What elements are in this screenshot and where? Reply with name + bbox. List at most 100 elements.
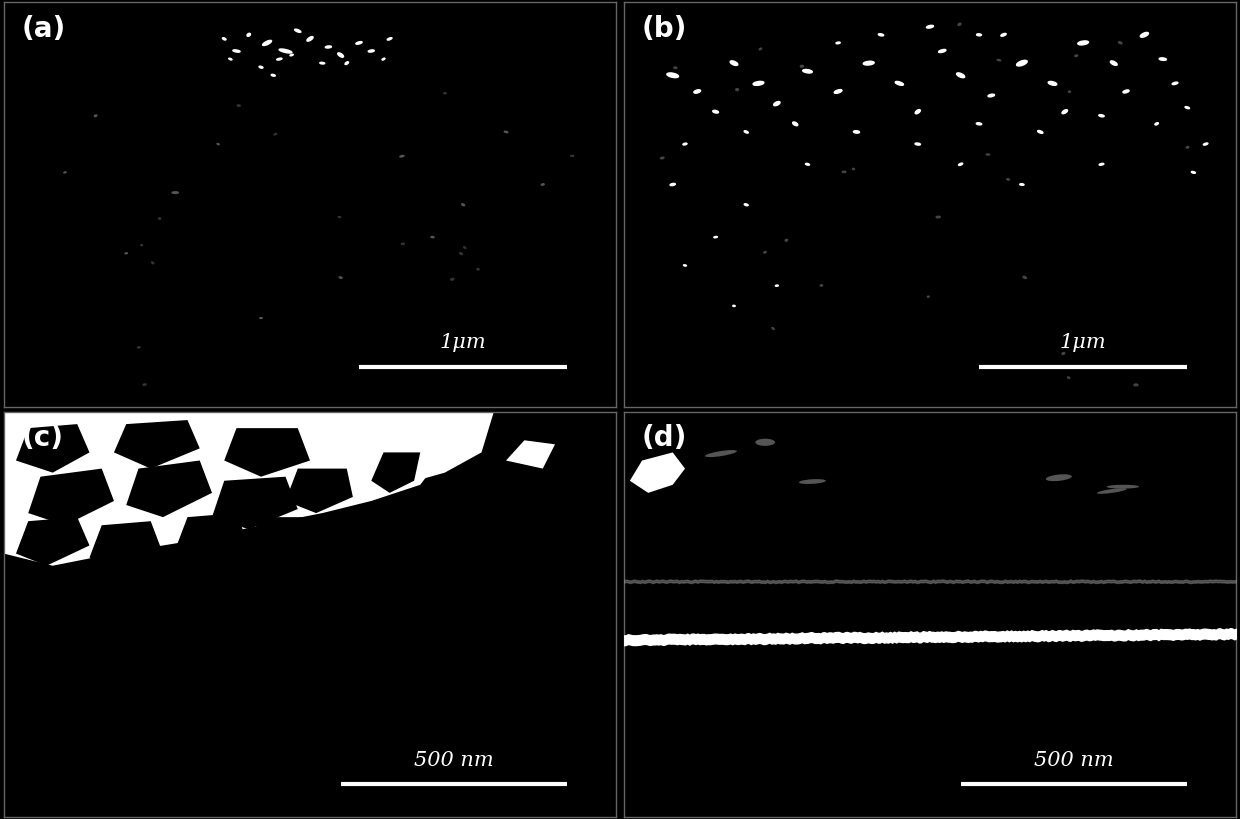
Ellipse shape	[753, 81, 764, 85]
Ellipse shape	[143, 384, 146, 386]
Ellipse shape	[977, 34, 981, 36]
Ellipse shape	[277, 58, 281, 60]
Ellipse shape	[895, 81, 904, 85]
Ellipse shape	[237, 105, 241, 106]
Polygon shape	[371, 452, 420, 493]
Polygon shape	[341, 412, 494, 485]
Polygon shape	[506, 441, 556, 468]
Ellipse shape	[706, 450, 737, 457]
Ellipse shape	[339, 217, 341, 218]
Ellipse shape	[140, 245, 143, 246]
Ellipse shape	[1099, 163, 1104, 165]
Text: 500 nm: 500 nm	[414, 751, 494, 770]
Ellipse shape	[713, 111, 718, 113]
Ellipse shape	[542, 183, 544, 185]
Ellipse shape	[976, 123, 982, 125]
Polygon shape	[630, 452, 684, 493]
Ellipse shape	[450, 278, 454, 280]
Ellipse shape	[399, 156, 404, 157]
Ellipse shape	[928, 296, 929, 297]
Ellipse shape	[1185, 106, 1189, 109]
Ellipse shape	[217, 143, 219, 145]
Polygon shape	[16, 424, 89, 473]
Ellipse shape	[259, 66, 263, 68]
Ellipse shape	[1019, 183, 1024, 185]
Ellipse shape	[1097, 488, 1127, 494]
Ellipse shape	[228, 58, 232, 60]
Ellipse shape	[279, 49, 291, 53]
Ellipse shape	[1045, 474, 1071, 481]
Ellipse shape	[1154, 123, 1158, 125]
Ellipse shape	[1061, 110, 1068, 114]
Ellipse shape	[959, 23, 961, 25]
Ellipse shape	[444, 93, 446, 94]
Ellipse shape	[683, 265, 687, 266]
Ellipse shape	[1159, 58, 1167, 61]
Ellipse shape	[997, 60, 1001, 61]
Ellipse shape	[260, 318, 262, 319]
Ellipse shape	[915, 110, 920, 114]
Ellipse shape	[820, 285, 822, 286]
Ellipse shape	[1118, 42, 1122, 43]
Ellipse shape	[505, 131, 507, 133]
Ellipse shape	[159, 218, 161, 219]
Ellipse shape	[1106, 485, 1140, 489]
Ellipse shape	[1123, 90, 1130, 93]
Ellipse shape	[1192, 171, 1195, 174]
Ellipse shape	[1001, 34, 1006, 36]
Ellipse shape	[735, 88, 739, 91]
Polygon shape	[212, 477, 298, 529]
Ellipse shape	[661, 157, 663, 159]
Polygon shape	[89, 521, 162, 570]
Text: 1μm: 1μm	[440, 333, 486, 352]
Ellipse shape	[1038, 130, 1043, 133]
Ellipse shape	[694, 90, 701, 93]
Ellipse shape	[263, 40, 272, 46]
Ellipse shape	[340, 277, 342, 278]
Ellipse shape	[368, 50, 374, 52]
Ellipse shape	[730, 61, 738, 66]
Text: (b): (b)	[642, 15, 687, 43]
Ellipse shape	[138, 346, 140, 348]
Ellipse shape	[755, 439, 775, 446]
Ellipse shape	[744, 204, 748, 206]
Ellipse shape	[835, 89, 842, 93]
Ellipse shape	[1048, 81, 1056, 85]
Ellipse shape	[774, 102, 780, 106]
Ellipse shape	[1023, 276, 1027, 278]
Ellipse shape	[325, 46, 331, 48]
Ellipse shape	[806, 163, 810, 165]
Ellipse shape	[936, 216, 940, 218]
Text: (d): (d)	[642, 424, 687, 452]
Text: 500 nm: 500 nm	[1034, 751, 1114, 770]
Ellipse shape	[792, 122, 797, 125]
Text: (a): (a)	[22, 15, 67, 43]
Ellipse shape	[1135, 384, 1138, 386]
Ellipse shape	[1017, 61, 1027, 66]
Ellipse shape	[775, 285, 779, 287]
Ellipse shape	[356, 42, 362, 44]
Polygon shape	[16, 517, 89, 566]
Ellipse shape	[802, 70, 812, 73]
Ellipse shape	[345, 61, 348, 65]
Ellipse shape	[667, 73, 678, 78]
Ellipse shape	[125, 253, 128, 254]
Ellipse shape	[461, 204, 465, 206]
Ellipse shape	[733, 305, 735, 306]
Ellipse shape	[290, 54, 294, 56]
Ellipse shape	[233, 50, 241, 52]
Ellipse shape	[800, 66, 804, 67]
Ellipse shape	[836, 42, 841, 43]
Polygon shape	[285, 468, 353, 513]
Ellipse shape	[673, 67, 677, 69]
Polygon shape	[126, 460, 212, 517]
Ellipse shape	[683, 143, 687, 145]
Ellipse shape	[939, 49, 946, 52]
Ellipse shape	[1187, 147, 1189, 148]
Ellipse shape	[842, 171, 846, 173]
Ellipse shape	[863, 61, 874, 65]
Ellipse shape	[714, 237, 718, 238]
Ellipse shape	[1068, 377, 1070, 378]
Text: (c): (c)	[22, 424, 64, 452]
Ellipse shape	[988, 94, 994, 97]
